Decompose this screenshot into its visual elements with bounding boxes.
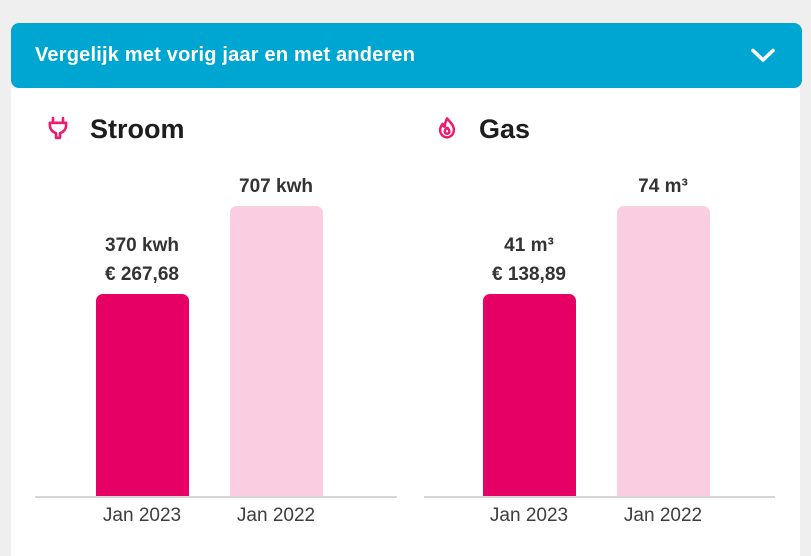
gas-bar-group-jan-2023: 41 m³ € 138,89 <box>482 235 576 496</box>
stroom-title-row: Stroom <box>35 113 397 145</box>
stroom-bar-jan-2023 <box>95 294 189 496</box>
gas-axis-label-jan-2023: Jan 2023 <box>489 505 569 526</box>
stroom-usage-label-2022: 707 kwh <box>239 176 313 197</box>
plug-icon <box>43 113 73 145</box>
gas-bar-jan-2022 <box>616 206 710 496</box>
gas-plot-area: 41 m³ € 138,89 74 m³ <box>424 176 775 498</box>
gas-axis-label-jan-2022: Jan 2022 <box>623 505 703 526</box>
gas-bar-jan-2023 <box>482 294 576 496</box>
comparison-card: Vergelijk met vorig jaar en met anderen <box>11 23 802 556</box>
gas-title-row: Gas <box>424 113 775 145</box>
gas-chart-title: Gas <box>479 114 531 144</box>
stroom-axis-label-jan-2023: Jan 2023 <box>102 505 182 526</box>
stroom-plot-area: 370 kwh € 267,68 707 kwh <box>35 176 397 498</box>
gas-usage-label-2022: 74 m³ <box>638 176 688 197</box>
gas-axis-labels: Jan 2023 Jan 2022 <box>424 505 775 527</box>
gas-usage-label-2023: 41 m³ <box>504 235 554 256</box>
comparison-panel: Stroom 370 kwh € 267,68 707 kwh Jan 2023… <box>11 88 800 556</box>
stroom-usage-label-2023: 370 kwh <box>105 235 179 256</box>
stroom-axis-label-jan-2022: Jan 2022 <box>236 505 316 526</box>
comparison-header-title: Vergelijk met vorig jaar en met anderen <box>35 44 416 66</box>
gas-chart: Gas 41 m³ € 138,89 74 m³ Jan 2023 Jan 20… <box>424 113 775 556</box>
stroom-cost-label-2023: € 267,68 <box>105 264 179 285</box>
stroom-bar-jan-2022 <box>229 206 323 496</box>
stroom-chart-title: Stroom <box>90 114 185 144</box>
comparison-accordion-header[interactable]: Vergelijk met vorig jaar en met anderen <box>11 23 802 88</box>
stroom-bar-group-jan-2023: 370 kwh € 267,68 <box>95 235 189 496</box>
gas-bar-group-jan-2022: 74 m³ <box>616 176 710 496</box>
chevron-down-icon[interactable] <box>750 48 776 63</box>
stroom-bar-group-jan-2022: 707 kwh <box>229 176 323 496</box>
gas-cost-label-2023: € 138,89 <box>492 264 566 285</box>
stroom-chart: Stroom 370 kwh € 267,68 707 kwh Jan 2023… <box>35 113 397 556</box>
flame-icon <box>432 113 462 145</box>
stroom-axis-labels: Jan 2023 Jan 2022 <box>35 505 397 527</box>
